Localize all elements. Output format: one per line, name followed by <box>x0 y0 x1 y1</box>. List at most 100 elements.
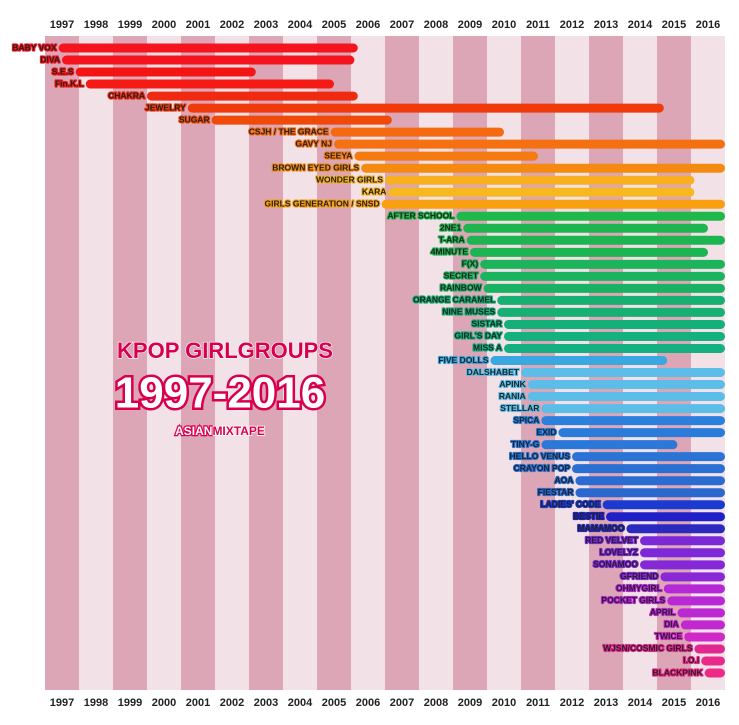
bar-label: RED VELVET <box>585 535 639 545</box>
x-tick-label: 2004 <box>288 697 313 709</box>
bar <box>572 452 725 462</box>
bar <box>640 548 725 558</box>
bar <box>62 55 355 65</box>
bar-label: F(X) <box>462 259 479 269</box>
bar-label: POCKET GIRLS <box>601 595 665 605</box>
bar <box>541 404 725 414</box>
x-tick-label: 2003 <box>254 19 278 31</box>
bar-label: FIESTAR <box>538 487 574 497</box>
bar-label: DALSHABET <box>467 367 520 377</box>
bar <box>606 512 725 522</box>
bar <box>187 103 664 113</box>
bar <box>504 331 725 341</box>
bar <box>541 416 725 426</box>
bar <box>572 464 725 474</box>
bar-label: NINE MUSES <box>442 307 495 317</box>
x-tick-label: 2005 <box>322 697 346 709</box>
bar <box>497 307 725 317</box>
year-stripe <box>283 36 317 690</box>
bar-label: AFTER SCHOOL <box>387 211 454 221</box>
bar <box>388 187 695 197</box>
x-tick-label: 2014 <box>628 19 653 31</box>
x-tick-label: 2005 <box>322 19 346 31</box>
bar-label: OHMYGIRL <box>616 583 662 593</box>
bar-label: SECRET <box>444 271 479 281</box>
bar <box>575 476 725 486</box>
bar-label: BLACKPINK <box>653 667 704 677</box>
bar-label: WONDER GIRLS <box>316 174 383 184</box>
bar-label: AOA <box>555 475 574 485</box>
bar-label: APINK <box>499 379 526 389</box>
bar-label: GAVY NJ <box>295 138 332 148</box>
bar-label: 4MINUTE <box>431 247 469 257</box>
year-stripe <box>113 36 147 690</box>
bar-label: T-ARA <box>439 235 465 245</box>
x-tick-label: 2009 <box>458 697 482 709</box>
bar <box>354 151 538 161</box>
bar <box>483 283 725 293</box>
bar-label: SISTAR <box>471 319 502 329</box>
bar-label: WJSN/COSMIC GIRLS <box>603 643 693 653</box>
x-tick-label: 2001 <box>186 19 210 31</box>
year-stripe <box>181 36 215 690</box>
bar-label: TINY-G <box>511 439 540 449</box>
bar-label: CRAYON POP <box>514 463 571 473</box>
bar <box>334 139 725 149</box>
x-tick-label: 2002 <box>220 697 244 709</box>
bar <box>640 536 725 546</box>
x-tick-label: 2014 <box>628 697 653 709</box>
x-tick-label: 2007 <box>390 19 414 31</box>
x-tick-label: 1997 <box>50 697 74 709</box>
bar <box>694 644 725 654</box>
bar <box>680 620 725 630</box>
x-tick-label: 2011 <box>526 19 550 31</box>
bar-label: MAMAMOO <box>578 523 625 533</box>
x-tick-label: 2008 <box>424 19 448 31</box>
x-tick-label: 2000 <box>152 697 176 709</box>
bar <box>361 163 725 173</box>
bar <box>602 500 725 510</box>
bar-label: GIRLS GENERATION / SNSD <box>265 199 380 209</box>
x-tick-label: 2015 <box>662 19 686 31</box>
bar-label: 2NE1 <box>440 223 462 233</box>
bar <box>456 211 725 221</box>
x-tick-label: 2015 <box>662 697 686 709</box>
x-tick-label: 2001 <box>186 697 210 709</box>
x-tick-label: 1999 <box>118 19 142 31</box>
credit: ASIANMIXTAPE <box>175 424 265 438</box>
bar <box>75 67 256 77</box>
bar <box>663 584 725 594</box>
bar <box>626 524 725 534</box>
chart-subtitle: 1997-2016 <box>115 369 325 418</box>
bar <box>497 295 725 305</box>
x-tick-label: 2006 <box>356 19 380 31</box>
bar <box>558 428 725 438</box>
x-tick-label: 2012 <box>560 19 584 31</box>
bar <box>470 247 708 257</box>
bar <box>660 572 725 582</box>
bar-label: LADIES' CODE <box>540 499 600 509</box>
x-tick-label: 2013 <box>594 19 618 31</box>
bar-label: MISS A <box>473 343 502 353</box>
bar <box>490 356 668 365</box>
bar <box>211 115 392 125</box>
bar-label: HELLO VENUS <box>510 451 571 461</box>
bar <box>466 235 725 245</box>
bar <box>575 488 725 498</box>
bar-label: SEEYA <box>324 150 352 160</box>
bar <box>58 43 358 53</box>
bar <box>640 560 725 570</box>
bar-label: SPICA <box>513 415 539 425</box>
year-stripe <box>249 36 283 690</box>
x-tick-label: 1998 <box>84 697 108 709</box>
bar-label: S.E.S <box>52 66 74 76</box>
bar <box>504 319 725 329</box>
bar-label: KARA <box>362 186 387 196</box>
x-tick-label: 2013 <box>594 697 618 709</box>
year-stripe <box>79 36 113 690</box>
x-tick-label: 2000 <box>152 19 176 31</box>
bar-label: SUGAR <box>179 114 210 124</box>
bar-label: BROWN EYED GIRLS <box>272 162 359 172</box>
x-tick-label: 2016 <box>696 19 720 31</box>
